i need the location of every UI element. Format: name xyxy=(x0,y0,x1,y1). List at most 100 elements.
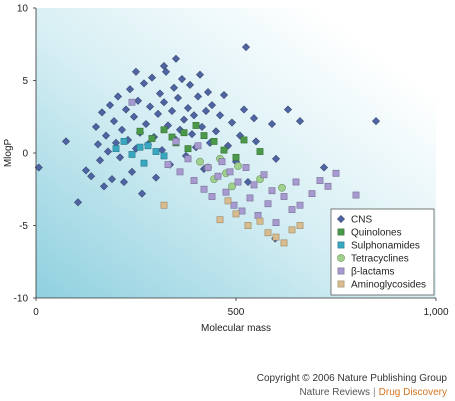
cns-point xyxy=(81,166,91,175)
legend-box xyxy=(330,208,435,296)
tetracyclines-point xyxy=(278,183,286,192)
sulphonamides-point xyxy=(144,142,152,150)
cns-point xyxy=(193,92,203,101)
cns-point xyxy=(113,92,123,101)
lactams-point xyxy=(176,168,184,176)
cns-point xyxy=(119,177,129,187)
aminoglycosides-point xyxy=(224,197,232,205)
cns-point xyxy=(103,147,113,156)
quinolones-point xyxy=(240,136,248,144)
y-tick-label: -10 xyxy=(14,294,29,305)
cns-point xyxy=(101,131,111,140)
cns-point xyxy=(283,105,293,114)
lactams-point xyxy=(272,219,280,226)
y-axis-label: MlogP xyxy=(3,139,14,168)
lactams-point xyxy=(264,200,272,208)
cns-point xyxy=(109,117,119,126)
lactams-point xyxy=(226,168,234,176)
cns-point xyxy=(127,167,137,176)
lactams-point xyxy=(250,181,258,189)
cns-point xyxy=(131,67,141,76)
y-tick-label: 5 xyxy=(22,76,28,87)
legend: CNS Quinolones Sulphonamides Tetracyclines β… xyxy=(330,208,435,296)
cns-point xyxy=(95,156,105,165)
cns-point xyxy=(99,182,109,191)
x-tick-label: 1,000 xyxy=(423,307,448,318)
y-tick-label: -5 xyxy=(19,221,28,232)
lactams-point xyxy=(204,164,212,171)
aminoglycosides-point xyxy=(288,226,296,234)
quinolones-point xyxy=(200,132,208,139)
lactams-point xyxy=(194,142,202,150)
quinolones-point xyxy=(136,127,144,135)
aminoglycosides-point xyxy=(216,216,224,224)
x-axis-label: Molecular mass xyxy=(201,323,271,334)
lactams-point xyxy=(208,193,216,200)
quinolones-point xyxy=(220,146,228,154)
legend-marker xyxy=(337,241,345,249)
cns-point xyxy=(271,154,281,163)
quinolones-point xyxy=(148,135,156,142)
legend-label: CNS xyxy=(351,215,372,226)
legend-marker xyxy=(337,267,345,275)
legend-label: Aminoglycosides xyxy=(351,280,426,291)
sulphonamides-point xyxy=(152,148,160,155)
sulphonamides-point xyxy=(136,143,144,151)
cns-point xyxy=(183,104,193,113)
aminoglycosides-point xyxy=(244,222,252,229)
sulphonamides-point xyxy=(160,152,168,160)
cns-point xyxy=(93,140,103,149)
cns-point xyxy=(34,163,43,172)
quinolones-point xyxy=(160,126,168,134)
cns-point xyxy=(155,89,165,98)
journal-name: Nature Reviews xyxy=(299,387,371,398)
lactams-point xyxy=(316,177,324,184)
cns-point xyxy=(121,105,131,114)
cns-point xyxy=(137,189,147,198)
cns-point xyxy=(139,79,149,88)
lactams-point xyxy=(172,138,180,145)
cns-point xyxy=(159,61,169,71)
brand-separator: | xyxy=(373,387,376,398)
lactams-point xyxy=(190,177,198,184)
lactams-point xyxy=(238,207,246,215)
legend-label: Sulphonamides xyxy=(351,241,420,252)
y-tick-label: 10 xyxy=(17,4,29,15)
cns-point xyxy=(177,75,187,84)
cns-point xyxy=(141,119,151,129)
quinolones-point xyxy=(232,153,240,161)
cns-point xyxy=(97,108,107,117)
lactams-point xyxy=(242,164,250,171)
aminoglycosides-point xyxy=(160,201,168,209)
cns-point xyxy=(105,101,115,110)
cns-point xyxy=(211,127,221,136)
lactams-point xyxy=(288,206,296,213)
axes: 0 500 1,000 10 5 0 -5 -10 Molecular mass MlogP xyxy=(3,4,449,335)
lactams-point xyxy=(280,193,288,200)
cns-point xyxy=(219,90,229,100)
cns-point xyxy=(197,122,207,131)
cns-point xyxy=(195,70,205,79)
cns-point xyxy=(145,102,155,111)
cns-point xyxy=(125,85,135,94)
lactams-point xyxy=(200,185,208,193)
legend-marker xyxy=(337,280,345,288)
legend-marker xyxy=(336,214,346,224)
lactams-point xyxy=(184,155,192,163)
x-tick-label: 0 xyxy=(33,307,39,318)
cns-point xyxy=(187,130,197,139)
sulphonamides-point xyxy=(120,138,128,145)
cns-point xyxy=(215,111,225,120)
cns-point xyxy=(167,106,177,115)
lactams-point xyxy=(324,182,332,190)
cns-point xyxy=(117,125,127,134)
legend-label: Quinolones xyxy=(351,228,402,239)
legend-marker xyxy=(337,254,345,262)
lactams-point xyxy=(268,187,276,195)
aminoglycosides-point xyxy=(296,222,304,229)
x-tick-label: 500 xyxy=(228,307,245,318)
aminoglycosides-point xyxy=(256,217,264,225)
cns-point xyxy=(173,93,183,102)
cns-point xyxy=(189,111,199,120)
cns-point xyxy=(249,114,259,123)
